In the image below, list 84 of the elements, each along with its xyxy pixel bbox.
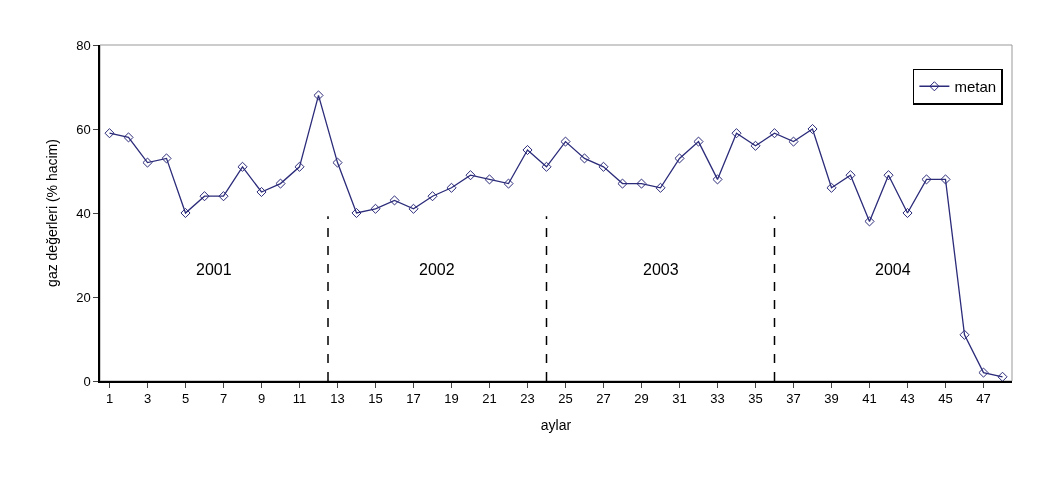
point — [579, 153, 590, 164]
x-tick-label: 43 — [900, 391, 915, 407]
point — [940, 174, 951, 185]
point — [674, 153, 685, 164]
point — [788, 136, 799, 147]
point — [446, 182, 457, 193]
point — [883, 170, 894, 181]
x-tick-label: 39 — [824, 391, 839, 407]
x-tick-label: 11 — [292, 391, 307, 407]
y-tick-label: 40 — [76, 205, 91, 221]
point — [294, 161, 305, 172]
point — [864, 216, 875, 227]
x-tick-label: 17 — [406, 391, 421, 407]
x-tick-label: 45 — [938, 391, 953, 407]
point — [142, 157, 153, 168]
x-tick-label: 33 — [710, 391, 725, 407]
point — [256, 186, 267, 198]
x-tick-label: 7 — [219, 391, 228, 407]
legend-label: metan — [954, 78, 997, 96]
x-tick-label: 35 — [748, 391, 763, 407]
x-tick-label: 21 — [482, 391, 497, 407]
point — [104, 128, 115, 139]
point — [769, 128, 780, 139]
point — [427, 191, 438, 202]
point — [978, 367, 989, 378]
x-tick-label: 41 — [862, 391, 877, 407]
point — [731, 128, 742, 139]
annotation: 2003 — [643, 261, 679, 278]
point — [693, 136, 704, 147]
point — [826, 182, 837, 193]
x-tick-label: 13 — [330, 391, 345, 407]
y-tick-label: 60 — [76, 121, 91, 137]
point — [275, 178, 286, 189]
point — [845, 170, 856, 181]
point — [655, 182, 666, 193]
point — [560, 136, 571, 147]
point — [807, 123, 818, 135]
annotation: 2002 — [419, 261, 455, 278]
point — [161, 153, 172, 164]
point — [617, 178, 628, 189]
point — [351, 207, 362, 219]
point — [123, 132, 134, 143]
point — [370, 203, 381, 214]
x-tick-label: 31 — [672, 391, 687, 407]
y-axis-title: gaz değerleri (% hacim) — [44, 139, 61, 287]
x-tick-label: 15 — [368, 391, 383, 407]
x-tick-label: 19 — [444, 391, 459, 407]
point — [484, 174, 495, 185]
x-tick-label: 9 — [257, 391, 266, 407]
point — [522, 144, 533, 156]
point — [541, 161, 552, 172]
point — [408, 203, 419, 214]
point — [636, 178, 647, 189]
point — [332, 157, 343, 168]
point — [959, 329, 970, 340]
annotation: 2001 — [196, 261, 232, 278]
x-tick-label: 3 — [143, 391, 152, 407]
point — [921, 174, 932, 185]
point — [503, 178, 514, 189]
point — [465, 170, 476, 181]
point — [180, 207, 191, 219]
point — [902, 207, 913, 219]
x-axis-title: aylar — [540, 417, 572, 434]
point — [997, 371, 1008, 381]
x-tick-label: 1 — [105, 391, 114, 407]
x-tick-label: 25 — [558, 391, 573, 407]
point — [199, 191, 210, 202]
point — [598, 161, 609, 172]
point — [313, 90, 324, 101]
annotation: 2004 — [875, 261, 911, 278]
x-tick-label: 37 — [786, 391, 801, 407]
y-tick-label: 80 — [76, 37, 91, 53]
x-tick-label: 47 — [976, 391, 991, 407]
point — [389, 195, 400, 206]
x-tick-label: 27 — [596, 391, 611, 407]
y-tick-label: 0 — [83, 373, 91, 389]
y-tick-label: 20 — [76, 289, 91, 305]
x-tick-label: 29 — [634, 391, 649, 407]
point — [750, 140, 761, 151]
point — [237, 161, 248, 172]
x-tick-label: 5 — [181, 391, 190, 407]
point — [218, 191, 229, 202]
x-tick-label: 23 — [520, 391, 535, 407]
point — [712, 174, 723, 185]
